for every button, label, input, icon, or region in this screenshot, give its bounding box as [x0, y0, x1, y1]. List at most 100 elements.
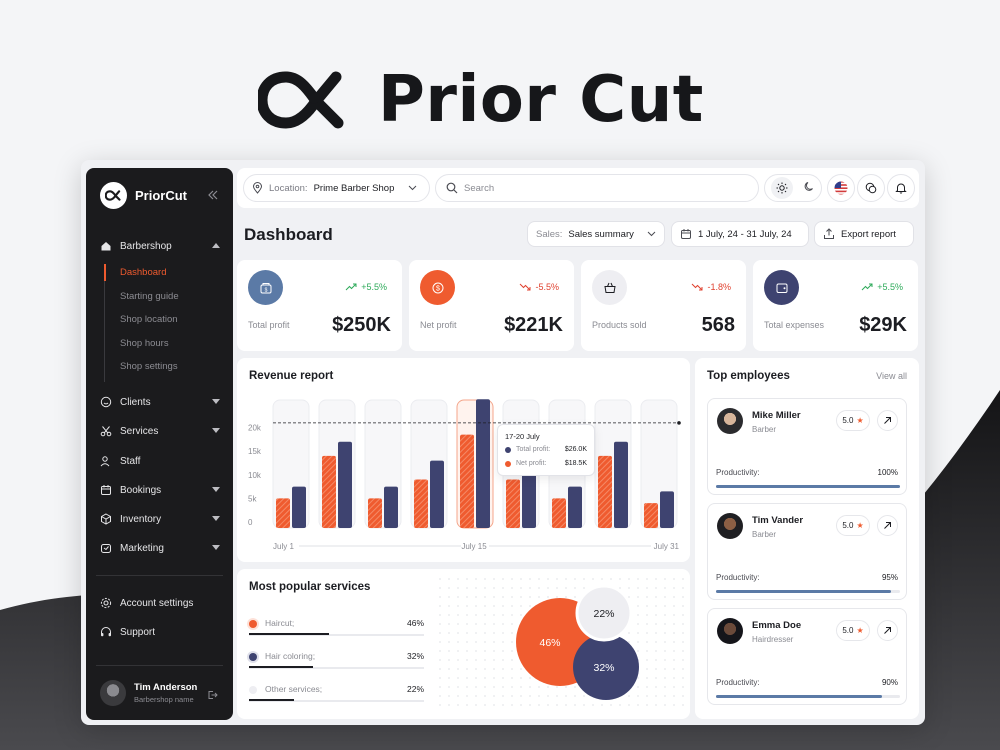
stat-value: $221K: [504, 314, 563, 336]
tooltip-date: 17-20 July: [505, 432, 540, 441]
revenue-chart: 0 5k 10k 15k 20k July 1 July 15 July 31: [248, 399, 681, 551]
employee-card[interactable]: Mike Miller Barber 5.0 ★ Productivity: 10…: [707, 398, 907, 495]
grid-dot: [646, 623, 648, 625]
collapse-sidebar-icon[interactable]: [207, 189, 219, 201]
megaphone-icon: [100, 542, 112, 554]
rating-value: 5.0: [842, 416, 854, 425]
stat-card-total-expenses[interactable]: +5.5% Total expenses $29K: [753, 260, 918, 351]
grid-dot: [529, 578, 531, 580]
sidebar-item-staff[interactable]: Staff: [100, 452, 220, 470]
grid-dot: [520, 587, 522, 589]
date-range-picker[interactable]: 1 July, 24 - 31 July, 24: [671, 221, 809, 247]
moon-icon[interactable]: [804, 179, 815, 197]
grid-dot: [448, 632, 450, 634]
sidebar-item-support[interactable]: Support: [100, 623, 220, 641]
grid-dot: [475, 578, 477, 580]
tooltip-label: Net profit:: [516, 460, 547, 467]
service-row[interactable]: Hair coloring; 32%: [249, 650, 424, 680]
grid-dot: [466, 623, 468, 625]
panel-title: Top employees: [707, 370, 790, 382]
sidebar-item-services[interactable]: Services: [100, 422, 220, 440]
stat-card-total-profit[interactable]: $ +5.5% Total profit $250K: [237, 260, 402, 351]
grid-dot: [502, 605, 504, 607]
grid-dot: [448, 623, 450, 625]
grid-dot: [475, 677, 477, 679]
sidebar-subitem-shop-settings[interactable]: Shop settings: [120, 361, 178, 372]
export-report-button[interactable]: Export report: [814, 221, 914, 247]
sales-filter[interactable]: Sales: Sales summary: [527, 221, 665, 247]
sidebar-item-inventory[interactable]: Inventory: [100, 510, 220, 528]
location-selector[interactable]: Location: Prime Barber Shop: [243, 174, 430, 202]
grid-dot: [520, 578, 522, 580]
popular-services-panel: Most popular services Haircut; 46% Hair …: [237, 569, 690, 719]
sidebar-item-marketing[interactable]: Marketing: [100, 539, 220, 557]
grid-dot: [511, 650, 513, 652]
employee-card[interactable]: Emma Doe Hairdresser 5.0 ★ Productivity: …: [707, 608, 907, 705]
grid-dot: [457, 623, 459, 625]
sidebar-item-account-settings[interactable]: Account settings: [100, 594, 220, 612]
sidebar-group-barbershop[interactable]: Barbershop: [100, 237, 220, 255]
x-tick-label: July 15: [461, 542, 487, 551]
grid-dot: [511, 614, 513, 616]
messages-button[interactable]: [857, 174, 885, 202]
service-row[interactable]: Other services; 22%: [249, 683, 424, 713]
reference-line-end: [677, 421, 681, 425]
notifications-button[interactable]: [887, 174, 915, 202]
service-fill: [249, 633, 329, 635]
grid-dot: [664, 695, 666, 697]
search-input[interactable]: Search: [435, 174, 759, 202]
service-fill: [249, 666, 313, 668]
sidebar-item-bookings[interactable]: Bookings: [100, 481, 220, 499]
grid-dot: [538, 596, 540, 598]
grid-dot: [529, 605, 531, 607]
grid-dot: [457, 704, 459, 706]
grid-dot: [610, 578, 612, 580]
sidebar-item-clients[interactable]: Clients: [100, 393, 220, 411]
sidebar-subitem-starting-guide[interactable]: Starting guide: [120, 291, 179, 302]
date-range-text: 1 July, 24 - 31 July, 24: [698, 228, 792, 240]
grid-dot: [511, 677, 513, 679]
trend-up-icon: [345, 283, 357, 291]
logout-icon[interactable]: [206, 689, 218, 701]
grid-dot: [511, 695, 513, 697]
sidebar-subitem-dashboard[interactable]: Dashboard: [120, 267, 167, 278]
grid-dot: [664, 596, 666, 598]
grid-dot: [565, 695, 567, 697]
sidebar-brand[interactable]: PriorCut: [100, 182, 187, 209]
grid-dot: [628, 587, 630, 589]
grid-dot: [655, 659, 657, 661]
trend-up-icon: [861, 283, 873, 291]
sun-icon[interactable]: [770, 177, 793, 199]
grid-dot: [646, 677, 648, 679]
open-profile-button[interactable]: [877, 410, 898, 431]
view-all-link[interactable]: View all: [876, 371, 907, 381]
grid-dot: [484, 650, 486, 652]
language-button[interactable]: [827, 174, 855, 202]
grid-dot: [655, 641, 657, 643]
bar-total-profit: [476, 399, 490, 528]
grid-dot: [664, 650, 666, 652]
stat-card-net-profit[interactable]: $ -5.5% Net profit $221K: [409, 260, 574, 351]
grid-dot: [646, 596, 648, 598]
grid-dot: [574, 695, 576, 697]
grid-dot: [457, 641, 459, 643]
theme-toggle[interactable]: [764, 174, 822, 202]
bar-net-profit: [322, 455, 336, 528]
service-name: Haircut;: [265, 618, 295, 628]
grid-dot: [673, 650, 675, 652]
grid-dot: [646, 650, 648, 652]
grid-dot: [547, 704, 549, 706]
grid-dot: [673, 686, 675, 688]
service-row[interactable]: Haircut; 46%: [249, 617, 424, 647]
employee-name: Mike Miller: [752, 410, 801, 421]
employee-card[interactable]: Tim Vander Barber 5.0 ★ Productivity: 95%: [707, 503, 907, 600]
open-profile-button[interactable]: [877, 515, 898, 536]
user-profile[interactable]: Tim Anderson Barbershop name: [100, 680, 197, 706]
employee-role: Barber: [752, 425, 777, 434]
sidebar-subitem-shop-location[interactable]: Shop location: [120, 314, 178, 325]
stat-card-products-sold[interactable]: -1.8% Products sold 568: [581, 260, 746, 351]
grid-dot: [673, 623, 675, 625]
sidebar-subitem-shop-hours[interactable]: Shop hours: [120, 338, 169, 349]
grid-dot: [565, 578, 567, 580]
open-profile-button[interactable]: [877, 620, 898, 641]
